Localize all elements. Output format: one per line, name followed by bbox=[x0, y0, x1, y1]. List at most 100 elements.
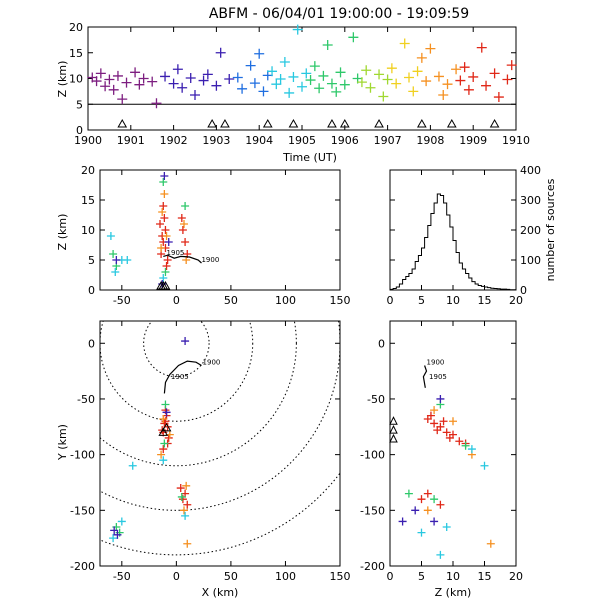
data-point bbox=[111, 268, 120, 276]
x-tick-label: 1906 bbox=[331, 134, 359, 147]
xy-panel: -50 0 50 100 150 -200 -150 -100 -50 0 1900 1905 X (… bbox=[56, 320, 351, 599]
histogram-y-label: number of sources bbox=[544, 178, 557, 281]
data-point bbox=[159, 274, 168, 282]
data-point bbox=[493, 92, 504, 103]
x-tick-label: 5 bbox=[418, 294, 425, 307]
data-point bbox=[138, 73, 149, 84]
data-point bbox=[436, 500, 445, 509]
time-marker-triangle bbox=[374, 118, 384, 128]
data-point bbox=[117, 94, 128, 105]
data-point bbox=[314, 83, 325, 94]
data-point bbox=[430, 419, 439, 428]
x-tick-label: -50 bbox=[113, 294, 131, 307]
annotation-label: 1905 bbox=[167, 249, 185, 257]
data-point bbox=[113, 530, 122, 539]
data-point bbox=[159, 202, 168, 210]
x-tick-label: 100 bbox=[275, 294, 296, 307]
time-marker-triangle bbox=[262, 118, 273, 128]
data-point bbox=[411, 506, 420, 515]
data-point bbox=[168, 78, 179, 89]
y-tick-label: -50 bbox=[77, 393, 95, 406]
x-tick-label: -50 bbox=[113, 570, 131, 583]
data-point bbox=[438, 89, 449, 100]
station-triangle bbox=[160, 280, 171, 290]
range-rings bbox=[100, 321, 340, 556]
data-point bbox=[382, 74, 393, 85]
data-point bbox=[455, 437, 464, 446]
data-point bbox=[180, 220, 188, 228]
data-point bbox=[162, 262, 171, 270]
y-tick-label: 20 bbox=[69, 21, 83, 34]
data-point bbox=[121, 77, 132, 88]
data-point bbox=[147, 76, 158, 87]
time-height-y-label: Z (km) bbox=[56, 61, 69, 98]
data-point bbox=[489, 68, 500, 79]
time-height-marks: 1900 1901 1902 1903 1904 1905 1906 1907 1908 1909… bbox=[69, 21, 530, 147]
y-tick-label: -50 bbox=[367, 393, 385, 406]
data-point bbox=[160, 190, 169, 198]
data-point bbox=[237, 83, 248, 94]
data-point bbox=[275, 74, 286, 85]
data-point bbox=[267, 66, 278, 77]
data-point bbox=[258, 86, 269, 97]
data-point bbox=[109, 534, 118, 543]
data-point bbox=[112, 256, 121, 264]
data-point bbox=[398, 517, 407, 526]
annotation-label: 1900 bbox=[203, 358, 221, 366]
data-point bbox=[176, 484, 185, 493]
data-point bbox=[156, 220, 164, 228]
data-point bbox=[181, 337, 190, 346]
data-point bbox=[183, 539, 192, 548]
x-tick-label: 10 bbox=[446, 570, 460, 583]
data-point bbox=[288, 71, 299, 82]
xy-y-label: Y (km) bbox=[56, 424, 69, 461]
data-point bbox=[198, 75, 209, 86]
data-point bbox=[183, 500, 192, 509]
data-point bbox=[110, 526, 119, 535]
data-point bbox=[224, 74, 235, 85]
data-point bbox=[160, 172, 169, 180]
data-point bbox=[331, 86, 342, 97]
x-tick-label: 10 bbox=[446, 294, 460, 307]
data-point bbox=[159, 445, 168, 454]
data-point bbox=[211, 80, 222, 91]
data-point bbox=[128, 461, 137, 470]
data-point bbox=[391, 78, 402, 89]
data-point bbox=[177, 82, 188, 93]
y-tick-label: 5 bbox=[88, 254, 95, 267]
range-ring bbox=[100, 472, 340, 556]
x-tick-label: 1901 bbox=[117, 134, 145, 147]
track-line bbox=[163, 254, 202, 264]
data-point bbox=[326, 78, 337, 89]
y-tick-label: 20 bbox=[81, 164, 95, 177]
data-point bbox=[433, 71, 444, 82]
data-point bbox=[433, 426, 442, 435]
data-point bbox=[356, 77, 367, 88]
annotation-label: 1900 bbox=[201, 256, 219, 264]
time-marker-triangle bbox=[207, 118, 217, 128]
zy-panel: 0 5 10 15 20 -200 -150 -100 -50 0 1900 1905 Z (km) bbox=[360, 320, 523, 599]
data-point bbox=[190, 89, 200, 100]
y-tick-label: -200 bbox=[360, 560, 385, 573]
y-tick-label: 400 bbox=[520, 164, 541, 177]
x-tick-label: 0 bbox=[173, 570, 180, 583]
data-point bbox=[151, 98, 162, 109]
data-point bbox=[158, 208, 167, 216]
data-point bbox=[164, 238, 173, 246]
data-point bbox=[161, 268, 170, 276]
data-point bbox=[426, 411, 435, 420]
data-point bbox=[279, 57, 290, 68]
xy-marks: -50 0 50 100 150 -200 -150 -100 -50 0 1900 1905 bbox=[70, 321, 351, 583]
data-point bbox=[181, 238, 190, 246]
data-point bbox=[297, 81, 307, 92]
data-point bbox=[461, 441, 470, 450]
data-point bbox=[455, 75, 466, 86]
data-point bbox=[161, 226, 170, 234]
data-point bbox=[476, 42, 487, 53]
time-marker-triangle bbox=[327, 118, 337, 128]
data-point bbox=[181, 202, 190, 210]
time-marker-triangle bbox=[288, 118, 299, 128]
data-point bbox=[271, 79, 282, 90]
data-point bbox=[502, 74, 513, 85]
